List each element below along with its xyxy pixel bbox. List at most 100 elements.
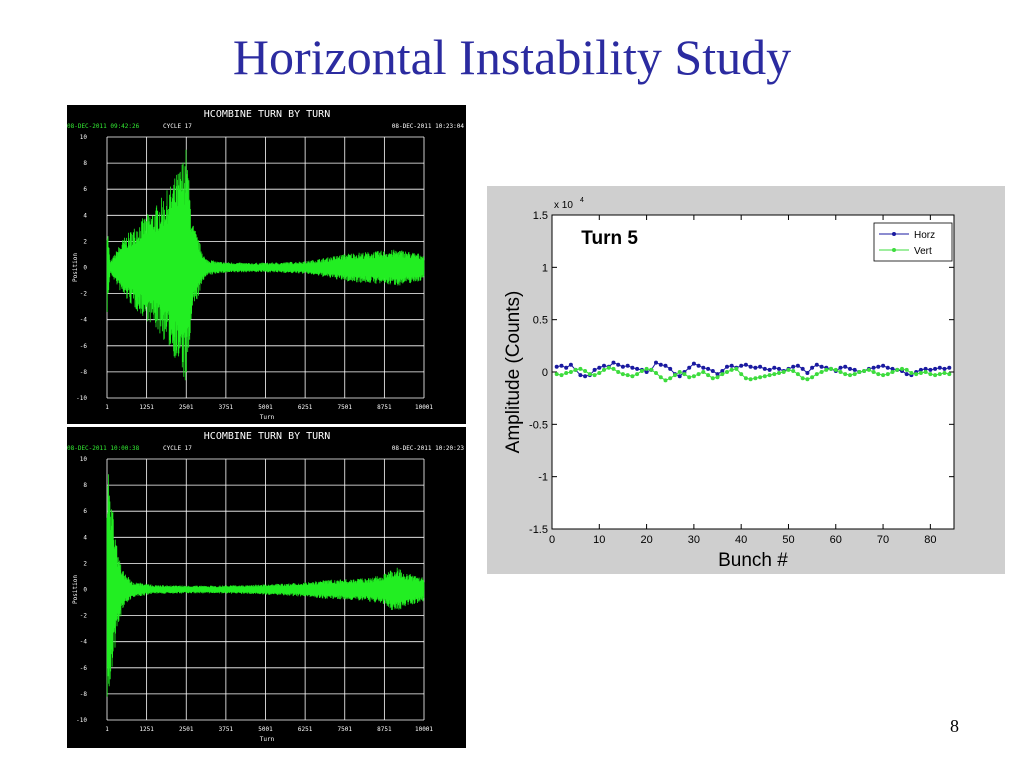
data-point-vert xyxy=(857,370,862,374)
data-point-horz xyxy=(635,366,640,371)
data-point-vert xyxy=(791,369,796,373)
data-point-horz xyxy=(923,366,928,371)
data-point-vert xyxy=(781,370,786,374)
data-point-horz xyxy=(625,363,630,368)
data-point-vert xyxy=(824,367,829,372)
scope-x-tick-label: 6251 xyxy=(298,404,313,411)
data-point-horz xyxy=(881,363,886,368)
scope-x-tick-label: 10001 xyxy=(415,726,433,733)
data-point-horz xyxy=(885,365,890,370)
data-point-vert xyxy=(644,366,649,371)
data-point-vert xyxy=(639,369,644,373)
data-point-horz xyxy=(706,366,711,371)
data-point-horz xyxy=(668,366,673,371)
data-point-vert xyxy=(805,377,810,382)
scope-cycle: CYCLE 17 xyxy=(163,445,192,452)
scope-x-tick-label: 7501 xyxy=(338,404,353,411)
data-point-vert xyxy=(635,372,640,377)
data-point-vert xyxy=(739,372,744,377)
legend-box xyxy=(873,222,953,262)
data-point-vert xyxy=(583,369,588,373)
data-point-horz xyxy=(810,365,815,370)
data-point-horz xyxy=(904,372,909,377)
data-point-vert xyxy=(602,367,606,372)
data-point-vert xyxy=(937,372,942,377)
data-point-horz xyxy=(795,363,800,368)
data-point-vert xyxy=(852,372,857,377)
data-point-horz xyxy=(753,365,758,370)
data-point-horz xyxy=(559,363,564,368)
scope-y-axis-label: Position xyxy=(72,253,79,282)
data-point-horz xyxy=(739,363,744,368)
data-point-horz xyxy=(597,365,602,370)
data-point-vert xyxy=(691,374,696,379)
data-point-horz xyxy=(890,366,895,371)
scope-x-tick-label: 6251 xyxy=(298,726,313,733)
data-point-vert xyxy=(758,375,763,380)
data-point-vert xyxy=(668,376,673,381)
data-point-vert xyxy=(914,372,919,377)
data-point-horz xyxy=(564,365,569,370)
data-point-horz xyxy=(654,360,658,365)
scope-y-tick-label: -10 xyxy=(76,717,87,724)
scope-x-tick-label: 1 xyxy=(105,404,109,411)
data-point-vert xyxy=(616,370,621,374)
data-point-vert xyxy=(620,372,625,377)
data-point-horz xyxy=(852,367,857,372)
scope-x-tick-label: 10001 xyxy=(415,404,433,411)
data-point-horz xyxy=(848,366,852,371)
data-point-vert xyxy=(734,366,739,371)
y-multiplier: x 10 xyxy=(554,200,573,211)
data-point-vert xyxy=(885,372,890,377)
legend-label-vert: Vert xyxy=(914,246,932,257)
scope-y-tick-label: -8 xyxy=(80,691,88,698)
scope-y-tick-label: 6 xyxy=(83,186,87,193)
scope-y-tick-label: 2 xyxy=(83,238,87,245)
scope-cycle: CYCLE 17 xyxy=(163,123,192,130)
data-point-horz xyxy=(814,362,819,367)
data-point-horz xyxy=(578,373,583,378)
data-point-horz xyxy=(748,364,753,369)
scope-y-tick-label: -4 xyxy=(80,639,88,646)
data-point-vert xyxy=(611,366,616,371)
data-point-vert xyxy=(838,370,843,374)
data-point-horz xyxy=(696,363,701,368)
data-point-horz xyxy=(592,367,597,372)
data-point-vert xyxy=(814,372,819,377)
y-tick-label: 0 xyxy=(542,367,548,379)
legend-label-horz: Horz xyxy=(914,230,935,241)
scope-y-axis-label: Position xyxy=(72,575,79,604)
data-point-horz xyxy=(942,366,947,371)
scope-y-tick-label: 8 xyxy=(83,482,87,489)
data-point-vert xyxy=(933,373,938,378)
data-point-horz xyxy=(602,363,606,368)
data-point-horz xyxy=(620,364,625,369)
data-point-horz xyxy=(663,363,668,368)
data-point-vert xyxy=(649,367,654,372)
data-point-vert xyxy=(592,373,597,378)
data-point-horz xyxy=(791,364,796,369)
data-point-vert xyxy=(772,372,777,377)
data-point-vert xyxy=(687,375,692,380)
data-point-vert xyxy=(918,371,923,375)
scope-x-tick-label: 2501 xyxy=(179,726,194,733)
data-point-vert xyxy=(767,373,772,378)
data-point-vert xyxy=(564,371,569,375)
data-point-horz xyxy=(918,367,923,372)
scope-x-tick-label: 1251 xyxy=(139,404,154,411)
data-point-vert xyxy=(729,367,734,372)
data-point-horz xyxy=(691,361,696,366)
data-point-horz xyxy=(777,366,781,371)
y-multiplier-exponent: 4 xyxy=(580,197,584,204)
scope-y-tick-label: 2 xyxy=(83,560,87,567)
scope-left-stamp: 08-DEC-2011 09:42:26 xyxy=(67,123,140,130)
data-point-horz xyxy=(947,365,952,370)
x-tick-label: 40 xyxy=(735,534,747,546)
data-point-vert xyxy=(833,367,838,372)
data-point-horz xyxy=(876,364,881,369)
x-tick-label: 50 xyxy=(782,534,794,546)
y-tick-label: -1 xyxy=(538,472,548,484)
data-point-vert xyxy=(753,376,758,381)
x-tick-label: 80 xyxy=(924,534,936,546)
scope-x-tick-label: 5001 xyxy=(258,404,273,411)
